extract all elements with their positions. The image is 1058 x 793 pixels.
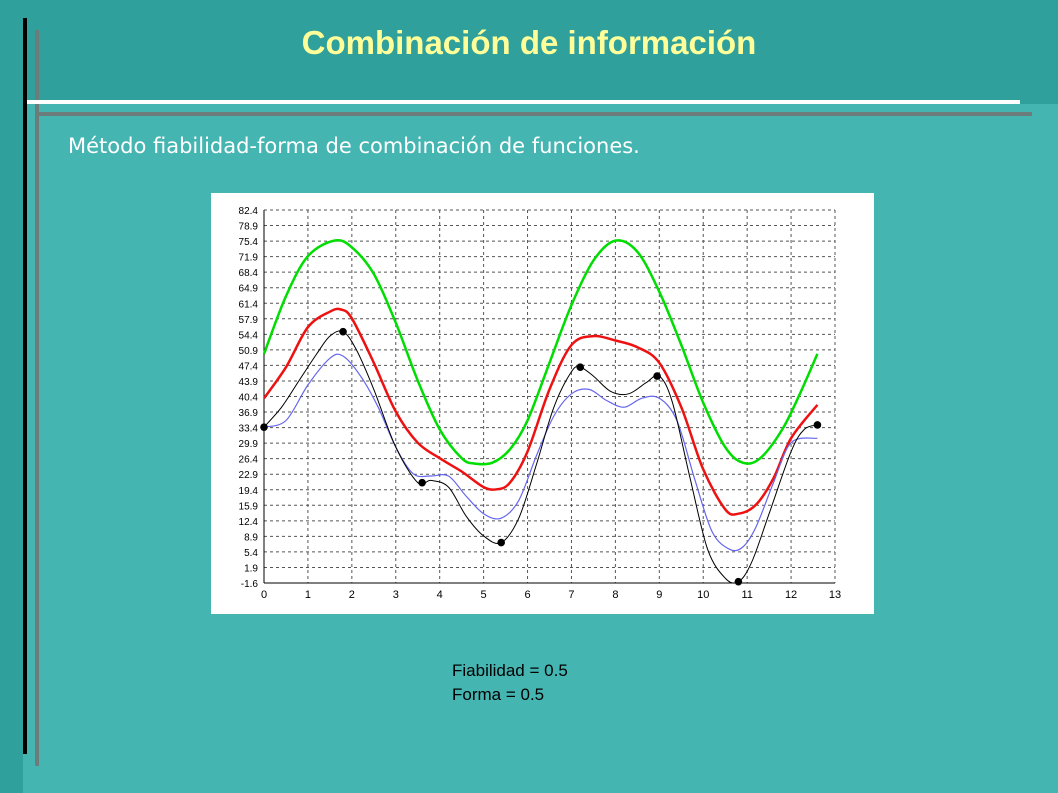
y-tick-label: 54.4 (239, 330, 259, 341)
y-tick-label: 36.9 (239, 408, 259, 419)
y-tick-label: 29.9 (239, 439, 259, 450)
y-tick-label: 75.4 (239, 237, 259, 248)
x-tick-label: 9 (656, 589, 662, 601)
y-tick-label: 50.9 (239, 346, 259, 357)
x-tick-label: 8 (612, 589, 618, 601)
chart-panel: 0 1 2 3 4 5 6 7 8 9 10 11 12 13 82.4 78.9 75.4 71.9 68.4 64… (211, 193, 874, 614)
x-tick-label: 12 (785, 589, 797, 601)
y-tick-label: 1.9 (244, 563, 258, 574)
y-tick-label: 64.9 (239, 284, 259, 295)
slide-title: Combinación de información (301, 24, 757, 61)
x-tick-label: 11 (741, 589, 752, 601)
parameters: Fiabilidad = 0.5 Forma = 0.5 (452, 659, 568, 707)
vertical-rule-shadow (35, 30, 39, 766)
x-tick-label: 13 (829, 589, 841, 601)
y-tick-label: 15.9 (239, 501, 259, 512)
y-tick-label: 71.9 (239, 253, 259, 264)
x-tick-label: 5 (481, 589, 487, 601)
data-point (813, 421, 822, 429)
data-point (418, 478, 426, 487)
data-point (260, 423, 268, 431)
x-tick-label: 0 (261, 589, 267, 601)
header-band (0, 0, 1058, 104)
vertical-rule (23, 18, 27, 754)
horizontal-rule (27, 100, 1020, 104)
y-tick-label: 40.4 (239, 393, 259, 404)
x-tick-label: 1 (305, 589, 311, 601)
y-tick-label: 5.4 (244, 548, 258, 559)
black-series-line (263, 330, 818, 584)
y-tick-label: 43.9 (239, 377, 259, 388)
shape-param: Forma = 0.5 (452, 685, 545, 704)
data-point (339, 327, 347, 336)
y-tick-label: 47.4 (239, 361, 259, 372)
x-tick-label: 3 (393, 589, 399, 601)
y-tick-label: 68.4 (239, 268, 259, 279)
y-tick-label: -1.6 (241, 579, 259, 590)
y-tick-label: 78.9 (239, 222, 259, 233)
x-tick-label: 4 (437, 589, 443, 601)
y-tick-label: 22.9 (239, 470, 259, 481)
y-tick-label: 19.4 (239, 486, 259, 497)
y-tick-label: 57.9 (239, 315, 259, 326)
y-tick-label: 12.4 (239, 517, 259, 528)
horizontal-rule-shadow (39, 112, 1032, 116)
y-tick-label: 26.4 (239, 455, 259, 466)
x-tick-label: 6 (524, 589, 530, 601)
data-point (576, 363, 585, 371)
red-series-line (262, 307, 819, 516)
green-series-line (262, 239, 819, 466)
x-tick-label: 2 (349, 589, 355, 601)
line-chart: 0 1 2 3 4 5 6 7 8 9 10 11 12 1382.478.975.471.968.464… (239, 206, 842, 601)
y-tick-label: 61.4 (239, 299, 259, 310)
data-point (734, 577, 743, 586)
y-tick-label: 33.4 (239, 424, 259, 435)
y-tick-label: 82.4 (239, 206, 259, 217)
data-point (653, 372, 661, 380)
slide-subtitle: Método fiabilidad-forma de combinación d… (68, 134, 640, 158)
data-point (497, 538, 505, 547)
left-strip (0, 104, 23, 793)
x-tick-label: 7 (568, 589, 574, 601)
y-tick-label: 8.9 (244, 532, 258, 543)
x-tick-label: 10 (697, 589, 709, 601)
reliability-param: Fiabilidad = 0.5 (452, 661, 568, 680)
